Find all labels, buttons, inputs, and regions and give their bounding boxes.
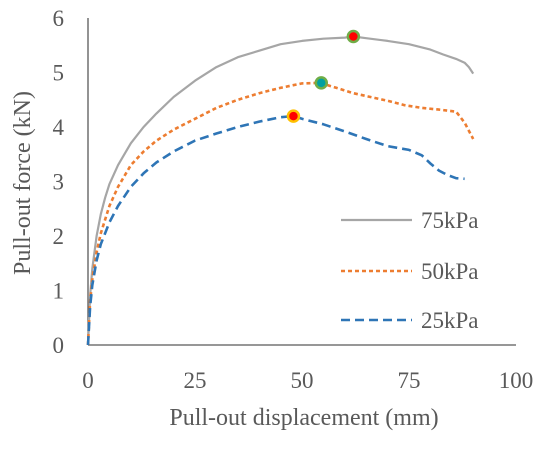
legend: 75kPa 50kPa 25kPa bbox=[341, 208, 479, 333]
peak-markers bbox=[286, 29, 361, 123]
x-tick-label: 0 bbox=[82, 368, 94, 393]
legend-label-75kPa: 75kPa bbox=[421, 208, 479, 233]
y-tick-label: 0 bbox=[53, 333, 65, 358]
x-axis-title: Pull-out displacement (mm) bbox=[169, 405, 438, 431]
series-layer bbox=[86, 35, 475, 346]
axes bbox=[87, 18, 516, 346]
x-tick-label: 25 bbox=[184, 368, 207, 393]
x-tick-label: 75 bbox=[398, 368, 421, 393]
peak-marker-50kPa bbox=[314, 76, 329, 90]
y-tick-label: 3 bbox=[53, 170, 65, 195]
peak-marker-25kPa bbox=[286, 109, 301, 123]
series-line-25kPa bbox=[86, 114, 465, 346]
x-tick-label: 50 bbox=[291, 368, 314, 393]
x-tick-labels: 0 25 50 75 100 bbox=[82, 368, 533, 393]
y-tick-label: 1 bbox=[53, 279, 65, 304]
peak-marker-75kPa bbox=[346, 29, 361, 44]
series-line-50kPa bbox=[86, 81, 475, 346]
y-tick-label: 6 bbox=[53, 6, 65, 31]
series-line-75kPa bbox=[86, 35, 475, 346]
y-axis-title: Pull-out force (kN) bbox=[10, 91, 36, 275]
y-tick-label: 5 bbox=[53, 61, 65, 86]
x-tick-label: 100 bbox=[499, 368, 534, 393]
y-tick-label: 4 bbox=[53, 115, 65, 140]
y-tick-label: 2 bbox=[53, 224, 65, 249]
legend-label-25kPa: 25kPa bbox=[421, 308, 479, 333]
y-tick-labels: 0 1 2 3 4 5 6 bbox=[53, 6, 65, 358]
legend-label-50kPa: 50kPa bbox=[421, 259, 479, 284]
